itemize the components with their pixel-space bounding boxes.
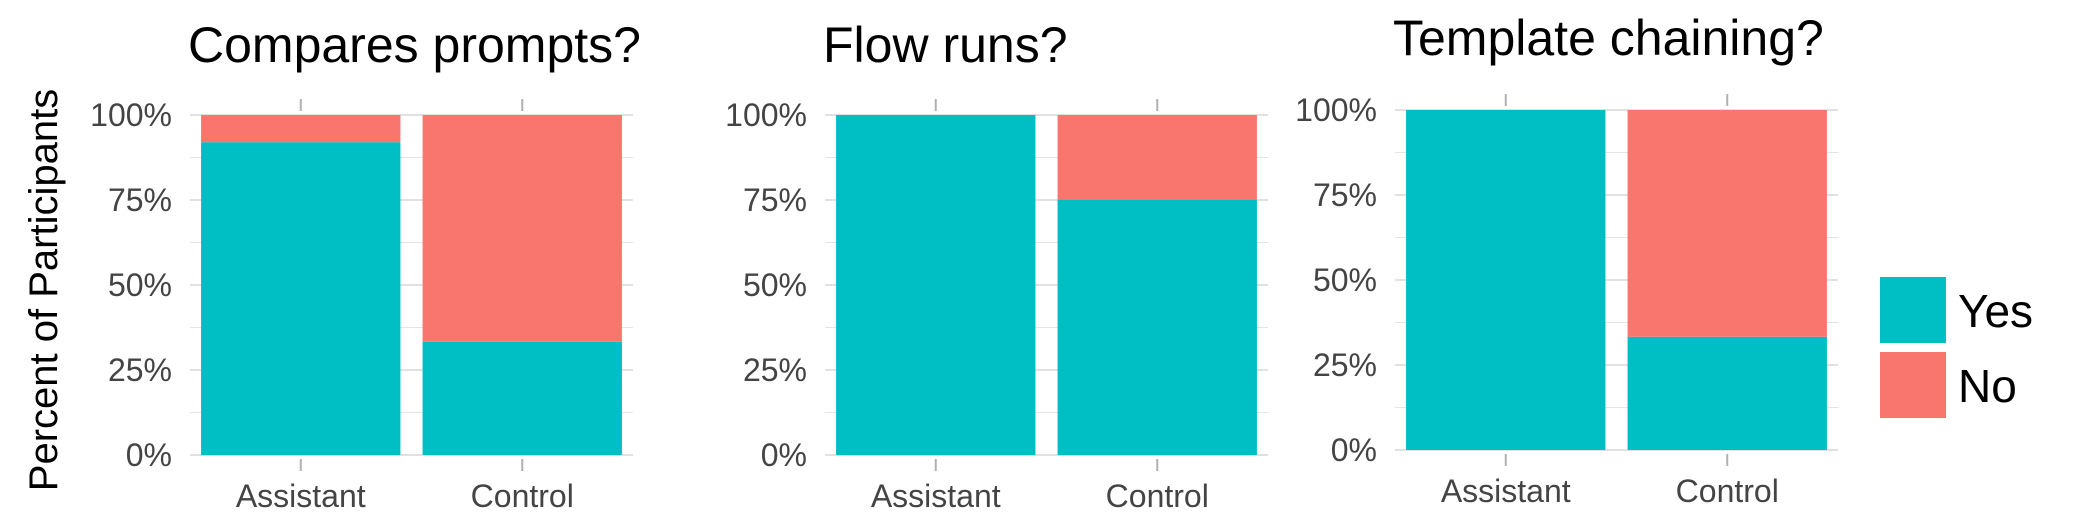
bar-control-no (1627, 110, 1827, 337)
y-tick-label: 75% (1313, 177, 1377, 213)
y-tick-label: 75% (743, 182, 807, 218)
legend: Yes No (1880, 277, 2033, 418)
y-tick-label: 50% (108, 267, 172, 303)
bar-assistant-yes (201, 142, 401, 455)
bar-control-yes (422, 341, 622, 455)
panel-compares-prompts: Compares prompts? 0% 25% 50% 75% 100% Assistan… (90, 17, 641, 514)
y-tick-label: 25% (743, 352, 807, 388)
legend-label-yes: Yes (1958, 285, 2033, 337)
y-tick-label: 100% (725, 97, 807, 133)
y-tick-label: 0% (1331, 432, 1377, 468)
panel-flow-runs: Flow runs? 0% 25% 50% 75% 100% Assistant Contro… (725, 17, 1268, 514)
x-tick-label-assistant: Assistant (871, 478, 1001, 514)
y-tick-label: 0% (761, 437, 807, 473)
x-tick-label-control: Control (1676, 473, 1779, 509)
y-tick-label: 75% (108, 182, 172, 218)
y-tick-label: 50% (743, 267, 807, 303)
y-tick-label: 100% (90, 97, 172, 133)
y-axis-label: Percent of Participants (22, 89, 66, 491)
bar-control-no (422, 115, 622, 342)
y-tick-label: 100% (1295, 92, 1377, 128)
chart-title: Flow runs? (823, 17, 1068, 73)
bar-assistant-yes (836, 115, 1036, 455)
chart-title: Template chaining? (1393, 10, 1824, 66)
y-tick-label: 25% (1313, 347, 1377, 383)
y-tick-label: 25% (108, 352, 172, 388)
x-tick-label-control: Control (471, 478, 574, 514)
x-tick-label-control: Control (1106, 478, 1209, 514)
legend-label-no: No (1958, 360, 2017, 412)
bar-assistant-yes (1406, 110, 1606, 450)
bar-assistant-no (201, 115, 401, 143)
legend-swatch-no (1880, 352, 1946, 418)
bar-control-yes (1057, 200, 1257, 455)
bar-control-no (1057, 115, 1257, 200)
legend-swatch-yes (1880, 277, 1946, 343)
x-tick-label-assistant: Assistant (1441, 473, 1571, 509)
y-tick-label: 50% (1313, 262, 1377, 298)
chart-title: Compares prompts? (188, 17, 641, 73)
y-tick-label: 0% (126, 437, 172, 473)
panel-template-chaining: Template chaining? 0% 25% 50% 75% 100% Assista… (1295, 10, 1838, 509)
bar-control-yes (1627, 336, 1827, 450)
x-tick-label-assistant: Assistant (236, 478, 366, 514)
